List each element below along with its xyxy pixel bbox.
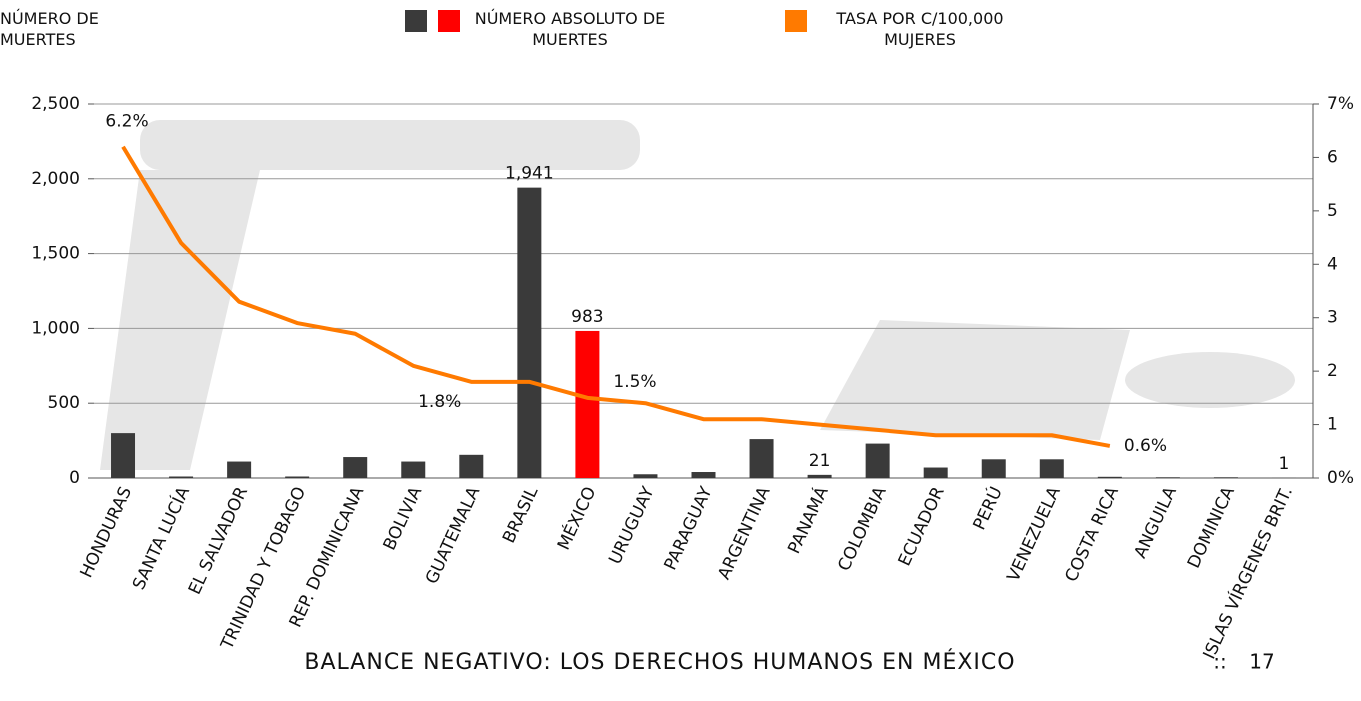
data-label: 0.6% bbox=[1124, 436, 1167, 456]
data-label: 6.2% bbox=[105, 112, 148, 132]
bar bbox=[575, 330, 600, 478]
y-tick-label: 2,500 bbox=[31, 94, 80, 114]
x-tick-label: SANTA LUCÍA bbox=[127, 483, 194, 593]
bar bbox=[401, 461, 426, 478]
x-tick-label: ECUADOR bbox=[895, 484, 949, 570]
x-tick-label: PERÚ bbox=[968, 483, 1007, 533]
y2-tick-label: 7% bbox=[1327, 94, 1354, 114]
bar bbox=[807, 474, 832, 478]
x-tick-label: BOLIVIA bbox=[380, 483, 427, 553]
x-tick-label: URUGUAY bbox=[605, 483, 658, 567]
bar bbox=[1039, 459, 1064, 478]
data-label: 1,941 bbox=[505, 164, 554, 184]
y-tick-label: 2,000 bbox=[31, 169, 80, 189]
x-tick-label: EL SALVADOR bbox=[185, 484, 252, 598]
y-tick-label: 1,000 bbox=[31, 318, 80, 338]
data-label: 983 bbox=[571, 307, 603, 327]
y2-tick-label: 2 bbox=[1327, 361, 1338, 381]
bar bbox=[865, 443, 890, 478]
bar bbox=[1213, 477, 1238, 478]
watermark bbox=[100, 120, 1295, 470]
legend-label: NÚMERO ABSOLUTO DE MUERTES bbox=[474, 9, 666, 49]
line bbox=[121, 145, 1111, 448]
x-tick-label: COLOMBIA bbox=[834, 483, 891, 574]
x-tick-label: BRASIL bbox=[499, 483, 543, 546]
x-tick-label: VENEZUELA bbox=[1004, 483, 1065, 584]
x-tick-label: DOMINICA bbox=[1184, 483, 1239, 571]
bar bbox=[343, 457, 368, 478]
footer-title: BALANCE NEGATIVO: LOS DERECHOS HUMANOS E… bbox=[304, 649, 1015, 675]
data-label: 1 bbox=[1279, 454, 1290, 474]
y-tick-label: 1,500 bbox=[31, 244, 80, 264]
x-tick-label: PANAMÁ bbox=[783, 483, 833, 557]
y2-tick-label: 1 bbox=[1327, 415, 1338, 435]
legend-swatch bbox=[785, 10, 807, 32]
data-label: 21 bbox=[809, 451, 831, 471]
x-tick-label: HONDURAS bbox=[77, 484, 137, 581]
legend-swatch bbox=[405, 10, 427, 32]
bar bbox=[111, 433, 136, 478]
bar bbox=[285, 476, 310, 478]
bar bbox=[1097, 476, 1122, 478]
x-tick-label: COSTA RICA bbox=[1061, 483, 1123, 585]
legend-swatch bbox=[438, 10, 460, 32]
bar bbox=[691, 472, 716, 478]
y2-tick-label: 3 bbox=[1327, 308, 1338, 328]
bar bbox=[1155, 477, 1180, 478]
footer-page: 17 bbox=[1249, 650, 1274, 674]
bar bbox=[517, 187, 542, 478]
bar bbox=[749, 439, 774, 478]
bar bbox=[169, 476, 194, 478]
y-axis-label: NÚMERO DE MUERTES bbox=[0, 9, 99, 49]
bar bbox=[633, 474, 658, 478]
bar bbox=[459, 454, 484, 478]
data-label: 1.8% bbox=[418, 392, 461, 412]
data-label: 1.5% bbox=[613, 372, 656, 392]
x-tick-label: GUATEMALA bbox=[422, 483, 485, 587]
x-tick-label: ARGENTINA bbox=[714, 483, 774, 582]
y2-tick-label: 6 bbox=[1327, 147, 1338, 167]
y2-tick-label: 5 bbox=[1327, 201, 1338, 221]
x-tick-label: PARAGUAY bbox=[661, 483, 717, 573]
x-tick-label: ANGUILA bbox=[1131, 483, 1182, 561]
footer-separator: :: bbox=[1213, 650, 1226, 674]
bar bbox=[923, 467, 948, 478]
y2-tick-label: 4 bbox=[1327, 254, 1338, 274]
bar bbox=[981, 459, 1006, 478]
y2-tick-label: 0% bbox=[1327, 468, 1354, 488]
y-tick-label: 500 bbox=[48, 393, 80, 413]
y-tick-label: 0 bbox=[69, 468, 80, 488]
x-tick-label: MÉXICO bbox=[552, 483, 600, 553]
bar bbox=[227, 461, 252, 478]
legend-label: TASA POR C/100,000 MUJERES bbox=[836, 9, 1004, 49]
